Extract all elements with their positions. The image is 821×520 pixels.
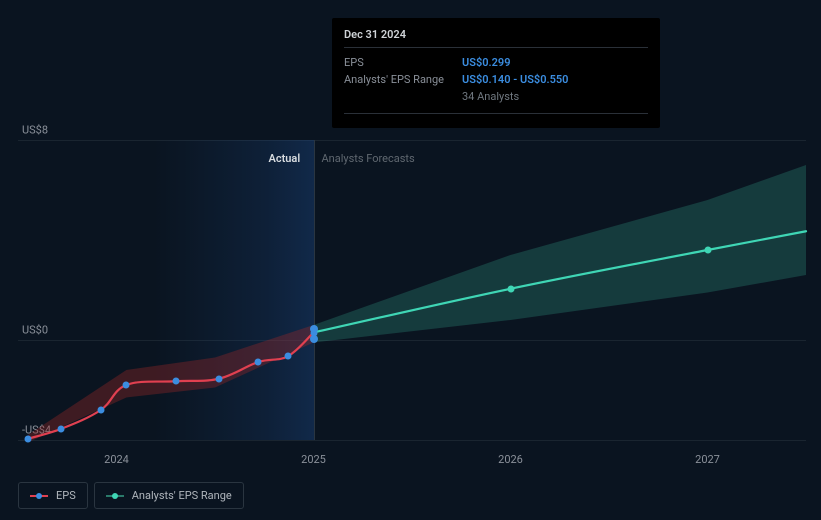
tooltip-row: 34 Analysts	[344, 88, 648, 105]
x-axis-label: 2027	[695, 453, 720, 466]
data-point-marker[interactable]	[507, 285, 514, 292]
legend-label-range: Analysts' EPS Range	[132, 489, 232, 502]
tooltip-row: Analysts' EPS RangeUS$0.140 - US$0.550	[344, 71, 648, 88]
legend-item-eps[interactable]: EPS	[18, 482, 88, 509]
data-point-marker[interactable]	[310, 335, 318, 343]
data-point-marker[interactable]	[704, 247, 711, 254]
data-point-marker[interactable]	[255, 359, 262, 366]
tooltip-key: Analysts' EPS Range	[344, 73, 462, 86]
legend-swatch-range	[106, 495, 124, 497]
legend-label-eps: EPS	[56, 489, 76, 502]
tooltip-value: US$0.299	[462, 56, 511, 69]
data-point-marker[interactable]	[284, 353, 291, 360]
tooltip-date: Dec 31 2024	[344, 28, 648, 48]
legend-item-range[interactable]: Analysts' EPS Range	[94, 482, 244, 509]
legend: EPS Analysts' EPS Range	[18, 482, 244, 509]
tooltip-key	[344, 90, 462, 103]
x-axis-label: 2024	[104, 453, 129, 466]
data-point-marker[interactable]	[123, 382, 130, 389]
data-point-marker[interactable]	[310, 325, 318, 333]
tooltip-row: EPSUS$0.299	[344, 54, 648, 71]
tooltip-value: 34 Analysts	[462, 90, 519, 103]
data-point-marker[interactable]	[58, 425, 65, 432]
data-point-marker[interactable]	[172, 378, 179, 385]
data-point-marker[interactable]	[215, 375, 222, 382]
x-axis-label: 2026	[498, 453, 523, 466]
legend-swatch-eps	[30, 495, 48, 497]
data-point-marker[interactable]	[24, 435, 31, 442]
chart-tooltip: Dec 31 2024 EPSUS$0.299Analysts' EPS Ran…	[332, 18, 660, 128]
data-point-marker[interactable]	[97, 407, 104, 414]
tooltip-value: US$0.140 - US$0.550	[462, 73, 568, 86]
eps-chart: US$8US$0-US$4 Actual Analysts Forecasts …	[0, 0, 821, 520]
tooltip-key: EPS	[344, 56, 462, 69]
x-axis-label: 2025	[301, 453, 326, 466]
